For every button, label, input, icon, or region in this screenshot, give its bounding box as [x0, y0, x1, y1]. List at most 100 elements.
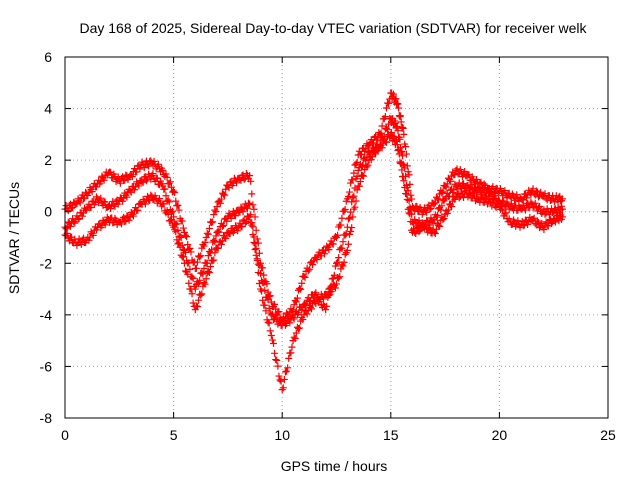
data-point: [476, 179, 484, 187]
data-point: [176, 232, 184, 240]
data-point: [205, 269, 213, 277]
data-point: [339, 262, 347, 270]
data-point: [306, 303, 314, 311]
data-point: [411, 228, 419, 236]
data-point: [283, 367, 291, 375]
data-point: [75, 197, 83, 205]
data-point: [265, 319, 273, 327]
data-point: [242, 203, 250, 211]
data-point: [394, 100, 402, 108]
data-point: [399, 124, 407, 132]
data-point: [491, 191, 499, 199]
data-point: [164, 210, 172, 218]
data-point: [403, 195, 411, 203]
data-point: [404, 205, 412, 213]
data-point: [289, 313, 297, 321]
data-point: [350, 169, 358, 177]
data-point: [400, 177, 408, 185]
data-point: [185, 279, 193, 287]
data-point: [211, 206, 219, 214]
data-point: [427, 214, 435, 222]
data-point: [353, 158, 361, 166]
data-point: [432, 225, 440, 233]
data-point: [367, 156, 375, 164]
data-point: [422, 207, 430, 215]
data-point: [340, 258, 348, 266]
data-point: [250, 205, 258, 213]
data-point: [199, 270, 207, 278]
y-tick-label: 6: [44, 49, 52, 65]
data-point: [129, 212, 137, 220]
data-point: [393, 137, 401, 145]
data-point: [134, 206, 142, 214]
data-point: [333, 259, 340, 267]
data-point: [162, 192, 170, 200]
data-point: [278, 386, 286, 394]
data-point: [292, 298, 300, 306]
data-point: [401, 183, 409, 191]
data-point: [524, 199, 532, 207]
data-point: [402, 190, 410, 198]
data-point: [536, 203, 544, 211]
data-point: [426, 224, 434, 232]
data-point: [402, 150, 410, 158]
data-point: [245, 199, 253, 207]
data-point: [395, 150, 403, 158]
data-point: [395, 145, 403, 153]
data-point: [329, 240, 337, 248]
data-point: [281, 368, 289, 376]
data-point: [193, 258, 201, 266]
data-point: [399, 123, 407, 131]
x-axis-label: GPS time / hours: [281, 458, 388, 474]
data-point: [201, 280, 209, 288]
data-point: [167, 183, 175, 191]
data-point: [193, 303, 201, 311]
data-point: [534, 218, 542, 226]
data-point: [400, 130, 408, 138]
data-point: [396, 135, 404, 143]
data-point: [342, 230, 350, 238]
data-point: [532, 187, 540, 195]
data-point: [135, 182, 143, 190]
data-point: [341, 205, 349, 213]
data-point: [382, 138, 390, 146]
data-point: [169, 207, 177, 215]
data-point: [253, 255, 261, 263]
data-point: [131, 186, 139, 194]
y-axis-label: SDTVAR / TECUs: [6, 182, 22, 294]
data-point: [205, 225, 213, 233]
data-point: [389, 90, 397, 98]
data-point: [369, 139, 377, 147]
data-point: [371, 148, 379, 156]
data-point: [316, 295, 324, 303]
data-point: [384, 126, 392, 134]
data-point: [334, 258, 342, 266]
data-point: [255, 261, 263, 269]
data-point: [308, 305, 316, 313]
data-point: [538, 219, 546, 227]
data-point: [356, 178, 364, 186]
data-point: [76, 199, 84, 207]
data-point: [248, 221, 256, 229]
data-point: [534, 193, 542, 201]
data-point: [393, 99, 401, 107]
data-point: [337, 221, 345, 229]
data-point: [223, 217, 231, 225]
data-point: [260, 279, 268, 287]
data-point: [480, 180, 488, 188]
data-point: [451, 180, 459, 188]
data-point: [178, 217, 186, 225]
data-point: [221, 191, 229, 199]
data-point: [189, 274, 197, 282]
data-point: [188, 273, 196, 281]
data-point: [461, 168, 469, 176]
data-point: [338, 244, 346, 252]
data-point: [175, 206, 183, 214]
data-point: [222, 234, 230, 242]
data-point: [292, 329, 300, 337]
data-point: [315, 248, 323, 256]
data-point: [297, 285, 305, 293]
data-point: [500, 197, 508, 205]
data-point: [268, 310, 276, 318]
data-point: [453, 165, 461, 173]
